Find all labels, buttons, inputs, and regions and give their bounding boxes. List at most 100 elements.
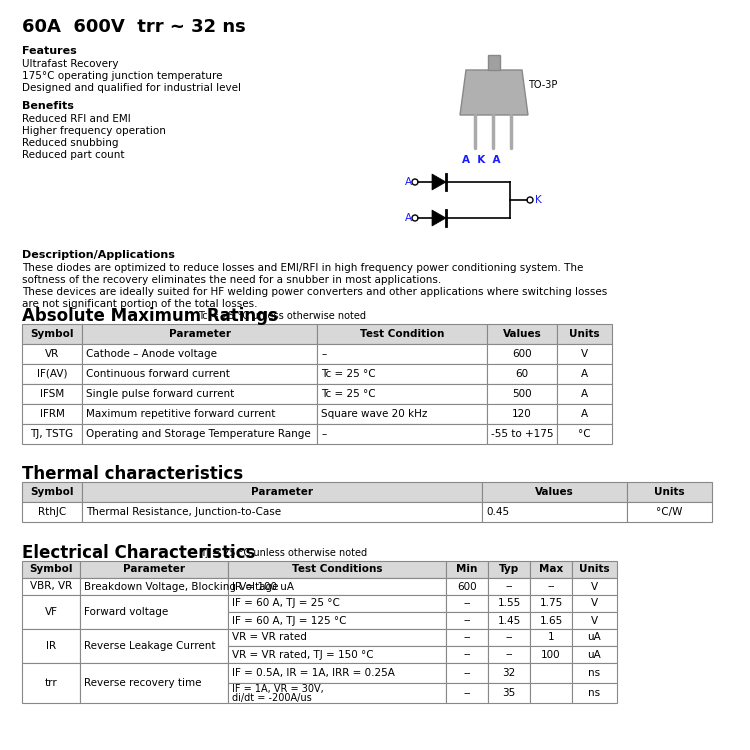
Text: IF = 1A, VR = 30V,: IF = 1A, VR = 30V, [232, 684, 324, 694]
Bar [22, 384, 82, 404]
Text: Single pulse forward current: Single pulse forward current [86, 389, 234, 399]
Text: Features: Features [22, 46, 76, 56]
Bar [82, 324, 317, 344]
Bar [530, 646, 572, 663]
Bar [530, 629, 572, 646]
Text: 600: 600 [458, 581, 477, 592]
Text: Reduced part count: Reduced part count [22, 150, 125, 160]
Text: Ultrafast Recovery: Ultrafast Recovery [22, 59, 118, 69]
Bar [22, 629, 80, 663]
Bar [22, 424, 82, 444]
Bar [557, 364, 612, 384]
Text: Test Condition: Test Condition [360, 329, 444, 339]
Bar [82, 404, 317, 424]
Text: Thermal Resistance, Junction-to-Case: Thermal Resistance, Junction-to-Case [86, 507, 281, 517]
Bar [488, 595, 530, 612]
Polygon shape [488, 55, 500, 70]
Text: --: -- [506, 581, 513, 592]
Bar [446, 578, 488, 595]
Text: --: -- [506, 632, 513, 643]
Bar [22, 561, 80, 578]
Text: K: K [535, 195, 542, 205]
Bar [80, 663, 228, 703]
Text: 35: 35 [503, 688, 516, 698]
Bar [317, 404, 487, 424]
Text: IF(AV): IF(AV) [37, 369, 68, 379]
Bar [482, 502, 627, 522]
Text: are not significant portion of the total losses.: are not significant portion of the total… [22, 299, 257, 309]
Bar [317, 364, 487, 384]
Bar [572, 595, 617, 612]
Text: VR: VR [45, 349, 59, 359]
Text: V: V [591, 616, 598, 626]
Text: Description/Applications: Description/Applications [22, 250, 175, 260]
Bar [627, 502, 712, 522]
Text: Test Conditions: Test Conditions [292, 565, 382, 574]
Bar [530, 612, 572, 629]
Bar [22, 324, 82, 344]
Bar [572, 646, 617, 663]
Text: IF = 0.5A, IR = 1A, IRR = 0.25A: IF = 0.5A, IR = 1A, IRR = 0.25A [232, 668, 394, 678]
Bar [572, 663, 617, 683]
Text: Values: Values [536, 487, 574, 497]
Text: 175°C operating junction temperature: 175°C operating junction temperature [22, 71, 223, 81]
Bar [82, 482, 482, 502]
Text: -55 to +175: -55 to +175 [490, 429, 554, 439]
Text: --: -- [464, 616, 471, 626]
Text: softness of the recovery eliminates the need for a snubber in most applications.: softness of the recovery eliminates the … [22, 275, 441, 285]
Text: 1.55: 1.55 [497, 598, 520, 608]
Text: A  K  A: A K A [462, 155, 500, 165]
Bar [22, 482, 82, 502]
Bar [82, 502, 482, 522]
Polygon shape [460, 70, 528, 115]
Text: --: -- [464, 668, 471, 678]
Text: °C/W: °C/W [656, 507, 682, 517]
Bar [488, 578, 530, 595]
Text: A: A [581, 369, 588, 379]
Text: Symbol: Symbol [30, 329, 74, 339]
Text: --: -- [464, 598, 471, 608]
Bar [228, 683, 446, 703]
Bar [317, 344, 487, 364]
Bar [446, 561, 488, 578]
Text: Forward voltage: Forward voltage [84, 607, 168, 617]
Bar [488, 663, 530, 683]
Text: --: -- [506, 650, 513, 659]
Text: Parameter: Parameter [251, 487, 313, 497]
Bar [80, 561, 228, 578]
Text: ns: ns [589, 668, 601, 678]
Text: A: A [581, 409, 588, 419]
Text: Units: Units [569, 329, 600, 339]
Text: Reduced snubbing: Reduced snubbing [22, 138, 118, 148]
Bar [530, 561, 572, 578]
Text: Units: Units [579, 565, 610, 574]
Text: Parameter: Parameter [123, 565, 185, 574]
Bar [82, 344, 317, 364]
Text: VR = VR rated: VR = VR rated [232, 632, 307, 643]
Text: Absolute Maximum Ratings: Absolute Maximum Ratings [22, 307, 278, 325]
Text: Symbol: Symbol [29, 565, 73, 574]
Text: ns: ns [589, 688, 601, 698]
Bar [557, 344, 612, 364]
Bar [487, 384, 557, 404]
Polygon shape [432, 174, 446, 190]
Text: Higher frequency operation: Higher frequency operation [22, 126, 166, 136]
Text: 0.45: 0.45 [486, 507, 509, 517]
Bar [446, 595, 488, 612]
Bar [446, 683, 488, 703]
Text: IF = 60 A, TJ = 125 °C: IF = 60 A, TJ = 125 °C [232, 616, 346, 626]
Text: Square wave 20 kHz: Square wave 20 kHz [321, 409, 428, 419]
Text: –: – [321, 349, 326, 359]
Text: Electrical Characteristics: Electrical Characteristics [22, 544, 255, 562]
Bar [557, 404, 612, 424]
Bar [446, 612, 488, 629]
Bar [446, 629, 488, 646]
Bar [228, 646, 446, 663]
Bar [317, 424, 487, 444]
Text: 100: 100 [542, 650, 561, 659]
Text: VF: VF [44, 607, 58, 617]
Text: A: A [405, 177, 412, 187]
Bar [572, 578, 617, 595]
Bar [82, 384, 317, 404]
Bar [446, 663, 488, 683]
